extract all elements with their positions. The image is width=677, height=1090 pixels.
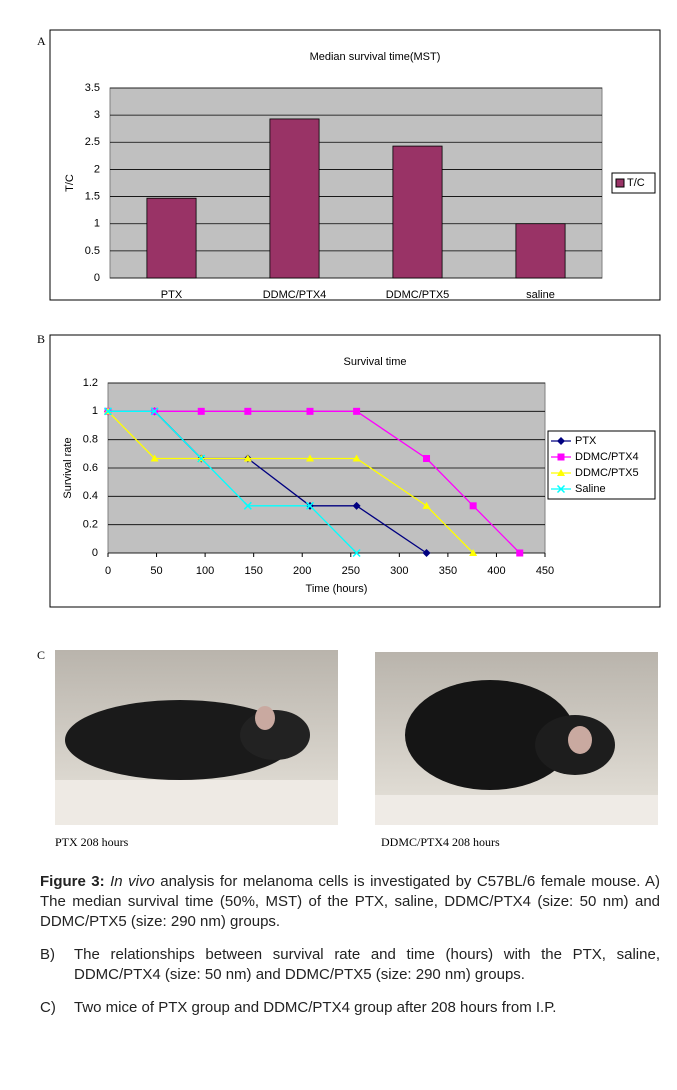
marker [558,454,565,461]
marker [516,550,523,557]
x-tick-label: 300 [390,565,408,577]
y-tick-label: 0.8 [83,434,98,446]
y-tick-label: 0 [94,272,100,284]
bar [270,119,319,278]
item-text: Two mice of PTX group and DDMC/PTX4 grou… [74,998,556,1018]
x-tick-label: 350 [439,565,457,577]
x-tick-label: 400 [487,565,505,577]
bar [147,198,196,278]
marker [244,408,251,415]
panel-label: C [37,648,45,662]
marker [353,408,360,415]
chart-title: Median survival time(MST) [310,51,441,63]
x-tick-label: DDMC/PTX4 [263,289,327,301]
legend-label: DDMC/PTX5 [575,467,639,479]
y-tick-label: 0.4 [83,490,98,502]
x-tick-label: 150 [244,565,262,577]
y-axis-label: Survival rate [62,437,74,498]
x-tick-label: 50 [150,565,162,577]
caption-item: C)Two mice of PTX group and DDMC/PTX4 gr… [40,998,660,1018]
caption-italic: In vivo [110,873,155,890]
panel-label: A [37,34,46,48]
caption-item: B)The relationships between survival rat… [40,945,660,985]
y-tick-label: 1.2 [83,377,98,389]
x-tick-label: 0 [105,565,111,577]
legend-label: DDMC/PTX4 [575,451,639,463]
bar [516,224,565,278]
legend-label: Saline [575,483,606,495]
x-tick-label: 100 [196,565,214,577]
legend-swatch [616,179,624,187]
y-tick-label: 1 [92,405,98,417]
item-label: B) [40,945,74,985]
caption-paragraph: Figure 3: In vivo analysis for melanoma … [40,872,660,932]
chart: Median survival time(MST) 0 0.5 1 1.5 2 2.5 3 3.… [50,30,660,301]
item-text: The relationships between survival rate … [74,945,660,985]
photo [375,652,658,825]
legend-label: PTX [575,435,597,447]
y-tick-label: 1 [94,218,100,230]
figure-caption: Figure 3: In vivo analysis for melanoma … [40,872,660,1031]
photo-caption: DDMC/PTX4 208 hours [381,835,500,850]
figure: A B C Median survival time(MST) 0 0.5 1 1.5 2… [0,0,677,840]
bar [393,146,442,278]
marker [306,408,313,415]
x-tick-label: saline [526,289,555,301]
chart: Survival time 0 0.2 0.4 0.6 0.8 1 1.2 Survival r… [50,335,660,607]
x-tick-label: 200 [293,565,311,577]
y-tick-label: 0.5 [85,245,100,257]
item-label: C) [40,998,74,1018]
y-tick-label: 3.5 [85,82,100,94]
photo [55,650,338,825]
y-tick-label: 2.5 [85,136,100,148]
y-tick-label: 0.6 [83,462,98,474]
chart-title: Survival time [344,356,407,368]
caption-label: Figure 3: [40,873,105,890]
x-tick-label: 450 [536,565,554,577]
x-tick-label: 250 [342,565,360,577]
x-tick-label: PTX [161,289,183,301]
y-tick-label: 2 [94,163,100,175]
y-tick-label: 0.2 [83,519,98,531]
y-tick-label: 1.5 [85,190,100,202]
panel-label: B [37,332,45,346]
legend-label: T/C [627,177,645,189]
y-tick-label: 0 [92,547,98,559]
x-tick-label: DDMC/PTX5 [386,289,450,301]
y-axis-label: T/C [64,174,76,192]
marker [423,455,430,462]
marker [198,408,205,415]
page: A B C Median survival time(MST) 0 0.5 1 1.5 2… [0,0,677,1090]
y-tick-label: 3 [94,109,100,121]
photo-caption: PTX 208 hours [55,835,128,850]
marker [470,502,477,509]
x-axis-label: Time (hours) [306,583,368,595]
